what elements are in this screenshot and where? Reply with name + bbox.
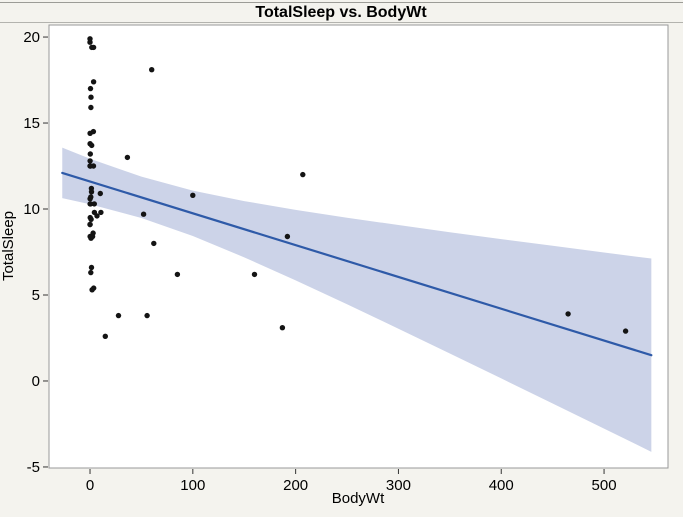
data-point[interactable] bbox=[190, 192, 196, 198]
data-point[interactable] bbox=[88, 94, 94, 100]
data-point[interactable] bbox=[151, 240, 157, 247]
x-tick-label: 100 bbox=[180, 477, 205, 494]
data-point[interactable] bbox=[90, 79, 97, 85]
data-point[interactable] bbox=[88, 194, 94, 200]
confidence-band bbox=[62, 147, 652, 452]
data-point[interactable] bbox=[300, 171, 306, 178]
data-point[interactable] bbox=[88, 104, 94, 111]
chart-title: TotalSleep vs. BodyWt bbox=[255, 4, 427, 21]
data-point[interactable] bbox=[94, 213, 100, 219]
data-point[interactable] bbox=[88, 216, 94, 222]
data-point[interactable] bbox=[565, 311, 571, 317]
x-tick-label: 0 bbox=[86, 477, 94, 494]
y-tick-label: 20 bbox=[23, 29, 40, 46]
data-point[interactable] bbox=[88, 189, 95, 195]
y-axis-ticks: 20 15 10 5 0 -5 bbox=[23, 29, 48, 476]
data-point[interactable] bbox=[88, 264, 95, 271]
plot-frame bbox=[48, 24, 669, 469]
data-point[interactable] bbox=[284, 233, 291, 240]
data-point[interactable] bbox=[97, 190, 104, 197]
data-point[interactable] bbox=[90, 163, 97, 169]
regression-line bbox=[61, 171, 653, 357]
confidence-band-shape bbox=[62, 147, 652, 452]
data-point[interactable] bbox=[98, 209, 104, 216]
data-point[interactable] bbox=[87, 221, 93, 228]
data-point[interactable] bbox=[89, 142, 95, 149]
data-point[interactable] bbox=[87, 85, 94, 92]
data-point[interactable] bbox=[115, 312, 122, 319]
x-tick-label: 500 bbox=[592, 477, 617, 494]
y-tick-label: 5 bbox=[32, 287, 40, 304]
x-tick-label: 400 bbox=[489, 477, 514, 494]
data-points bbox=[87, 36, 629, 339]
data-point[interactable] bbox=[91, 201, 98, 207]
data-point[interactable] bbox=[87, 201, 94, 207]
data-point[interactable] bbox=[124, 154, 131, 161]
x-tick-label: 300 bbox=[386, 477, 411, 494]
data-point[interactable] bbox=[140, 211, 147, 217]
y-axis-label: TotalSleep bbox=[0, 211, 17, 281]
y-tick-label: 0 bbox=[32, 373, 40, 390]
data-point[interactable] bbox=[251, 271, 258, 278]
data-point[interactable] bbox=[144, 312, 150, 319]
data-point[interactable] bbox=[91, 285, 97, 291]
data-point[interactable] bbox=[87, 151, 94, 157]
x-axis-ticks: 0 100 200 300 400 500 bbox=[86, 469, 617, 494]
y-tick-label: 15 bbox=[23, 115, 40, 132]
y-tick-label: 10 bbox=[23, 201, 40, 218]
fit-line bbox=[61, 171, 653, 357]
x-axis-label: BodyWt bbox=[332, 490, 385, 507]
data-point[interactable] bbox=[90, 44, 97, 51]
data-point[interactable] bbox=[622, 328, 629, 334]
x-tick-label: 200 bbox=[283, 477, 308, 494]
data-point[interactable] bbox=[279, 325, 286, 331]
data-point[interactable] bbox=[174, 271, 181, 278]
data-point[interactable] bbox=[90, 230, 96, 236]
y-tick-label: -5 bbox=[27, 459, 40, 476]
data-point[interactable] bbox=[149, 67, 155, 73]
data-point[interactable] bbox=[102, 333, 109, 339]
data-point[interactable] bbox=[87, 158, 93, 164]
data-point[interactable] bbox=[87, 39, 93, 45]
data-point[interactable] bbox=[88, 269, 94, 276]
data-point[interactable] bbox=[90, 128, 97, 135]
